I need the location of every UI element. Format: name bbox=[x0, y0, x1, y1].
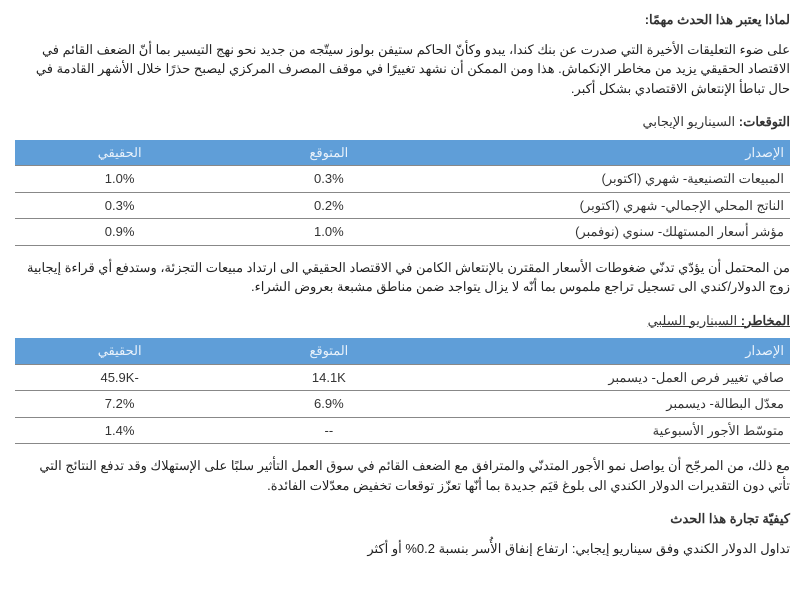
cell-actual: 7.2% bbox=[15, 391, 224, 418]
table-row: الناتج المحلي الإجمالي- شهري (اكتوبر) 0.… bbox=[15, 192, 790, 219]
heading-why-important: لماذا يعتبر هذا الحدث مهمًا: bbox=[15, 10, 790, 30]
intro-paragraph: على ضوء التعليقات الأخيرة التي صدرت عن ب… bbox=[15, 40, 790, 99]
cell-actual: 1.0% bbox=[15, 166, 224, 193]
col-release: الإصدار bbox=[434, 140, 791, 166]
forecast-label: التوقعات: السيناريو الإيجابي bbox=[15, 112, 790, 132]
col-expected: المتوقع bbox=[224, 338, 433, 364]
table-row: متوسّط الأجور الأسبوعية -- 1.4% bbox=[15, 417, 790, 444]
forecast-label-rest: السيناريو الإيجابي bbox=[643, 114, 739, 129]
risk-label-rest: السيناريو السلبي bbox=[648, 313, 741, 328]
cell-expected: 0.3% bbox=[224, 166, 433, 193]
cell-actual: 0.9% bbox=[15, 219, 224, 246]
cell-expected: 6.9% bbox=[224, 391, 433, 418]
risk-label: المخاطر: السيناريو السلبي bbox=[15, 311, 790, 331]
positive-scenario-table: الإصدار المتوقع الحقيقي المبيعات التصنيع… bbox=[15, 140, 790, 246]
cell-release: مؤشر أسعار المستهلك- سنوي (نوفمبر) bbox=[434, 219, 791, 246]
table-header-row: الإصدار المتوقع الحقيقي bbox=[15, 338, 790, 364]
cell-release: صافي تغيير فرص العمل- ديسمبر bbox=[434, 364, 791, 391]
negative-explanation: مع ذلك، من المرجّح أن يواصل نمو الأجور ا… bbox=[15, 456, 790, 495]
cell-actual: 0.3% bbox=[15, 192, 224, 219]
table-row: صافي تغيير فرص العمل- ديسمبر 14.1K 45.9K… bbox=[15, 364, 790, 391]
heading-how-to-trade: كيفيّة تجارة هذا الحدث bbox=[15, 509, 790, 529]
cell-release: معدّل البطالة- ديسمبر bbox=[434, 391, 791, 418]
cell-expected: -- bbox=[224, 417, 433, 444]
col-actual: الحقيقي bbox=[15, 140, 224, 166]
negative-scenario-table: الإصدار المتوقع الحقيقي صافي تغيير فرص ا… bbox=[15, 338, 790, 444]
cell-expected: 14.1K bbox=[224, 364, 433, 391]
table-row: مؤشر أسعار المستهلك- سنوي (نوفمبر) 1.0% … bbox=[15, 219, 790, 246]
trade-instruction: تداول الدولار الكندي وفق سيناريو إيجابي:… bbox=[15, 539, 790, 559]
risk-label-bold: المخاطر: bbox=[741, 313, 790, 328]
cell-release: متوسّط الأجور الأسبوعية bbox=[434, 417, 791, 444]
table-header-row: الإصدار المتوقع الحقيقي bbox=[15, 140, 790, 166]
forecast-label-bold: التوقعات: bbox=[739, 114, 790, 129]
col-actual: الحقيقي bbox=[15, 338, 224, 364]
col-expected: المتوقع bbox=[224, 140, 433, 166]
cell-actual: 1.4% bbox=[15, 417, 224, 444]
col-release: الإصدار bbox=[434, 338, 791, 364]
cell-expected: 1.0% bbox=[224, 219, 433, 246]
cell-actual: 45.9K- bbox=[15, 364, 224, 391]
cell-expected: 0.2% bbox=[224, 192, 433, 219]
positive-explanation: من المحتمل أن يؤدّي تدنّي ضغوطات الأسعار… bbox=[15, 258, 790, 297]
cell-release: المبيعات التصنيعية- شهري (اكتوبر) bbox=[434, 166, 791, 193]
table-row: معدّل البطالة- ديسمبر 6.9% 7.2% bbox=[15, 391, 790, 418]
table-row: المبيعات التصنيعية- شهري (اكتوبر) 0.3% 1… bbox=[15, 166, 790, 193]
cell-release: الناتج المحلي الإجمالي- شهري (اكتوبر) bbox=[434, 192, 791, 219]
